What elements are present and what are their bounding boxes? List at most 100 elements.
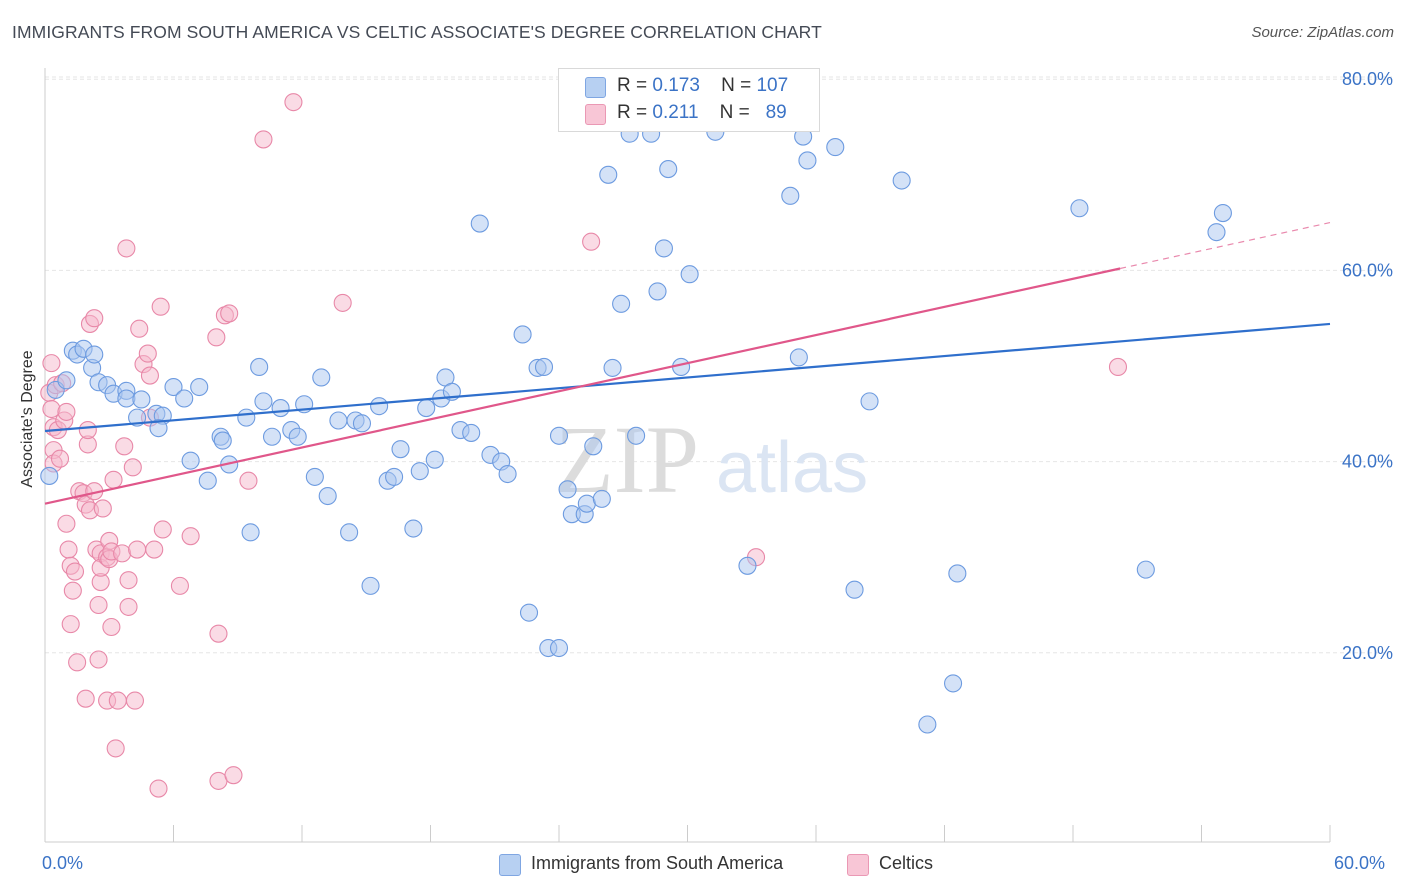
- south-america-point-88: [798, 151, 817, 170]
- celtics-point-40: [102, 617, 121, 637]
- south-america-point-17: [149, 419, 168, 438]
- south-america-point-39: [340, 523, 359, 542]
- south-america-point-77: [627, 426, 646, 445]
- watermark-atlas: atlas: [716, 428, 868, 508]
- south-america-point-27: [241, 523, 260, 542]
- y-tick-label-60: 60.0%: [1342, 260, 1393, 280]
- south-america-point-29: [254, 392, 273, 411]
- south-america-point-96: [948, 564, 967, 583]
- south-america-point-98: [1136, 560, 1155, 579]
- y-tick-label-80: 80.0%: [1342, 69, 1393, 89]
- celtics-point-72: [284, 93, 303, 112]
- south-america-point-90: [826, 138, 845, 157]
- south-america-point-24: [213, 431, 232, 450]
- south-america-point-12: [117, 389, 136, 408]
- south-america-point-59: [498, 464, 517, 484]
- y-axis-label: Associate's Degree: [19, 350, 36, 488]
- celtics-point-59: [149, 779, 168, 798]
- x-axis-min-label: 0.0%: [42, 853, 84, 873]
- celtics-point-16: [63, 581, 82, 600]
- celtics-point-42: [104, 470, 123, 489]
- celtics-point-65: [207, 328, 226, 347]
- celtics-point-46: [115, 437, 134, 456]
- south-america-point-99: [1207, 223, 1226, 242]
- south-america-point-30: [262, 427, 282, 446]
- celtics-point-30: [89, 650, 108, 669]
- south-america-point-31: [271, 399, 290, 418]
- blue-swatch: [499, 854, 521, 876]
- celtics-point-68: [220, 304, 239, 323]
- blue-swatch: [585, 77, 606, 98]
- n-value: 107: [756, 75, 789, 96]
- celtics-point-51: [125, 691, 144, 710]
- south-america-point-0: [40, 466, 59, 485]
- south-america-point-67: [558, 480, 577, 499]
- south-america-point-80: [654, 239, 673, 258]
- celtics-point-70: [239, 471, 258, 490]
- south-america-point-22: [198, 471, 217, 490]
- legend-label-celtics: Celtics: [879, 853, 934, 873]
- celtics-trend-extension: [1119, 222, 1331, 270]
- celtics-point-2: [42, 354, 61, 373]
- south-america-point-13: [128, 408, 147, 427]
- south-america-point-91: [845, 580, 864, 599]
- chart-title: IMMIGRANTS FROM SOUTH AMERICA VS CELTIC …: [12, 22, 822, 42]
- celtics-point-53: [130, 319, 149, 338]
- celtics-point-52: [128, 540, 147, 559]
- south-america-point-61: [519, 603, 539, 622]
- south-america-point-20: [190, 377, 209, 397]
- south-america-point-75: [612, 294, 631, 313]
- celtics-point-35: [93, 499, 112, 518]
- y-axis-label-box: Associate's Degree: [18, 300, 38, 540]
- celtics-point-63: [181, 527, 200, 546]
- celtics-point-58: [145, 540, 164, 559]
- south-america-point-72: [592, 489, 611, 508]
- south-america-point-81: [659, 160, 678, 179]
- south-america-point-14: [132, 390, 151, 409]
- celtics-point-62: [170, 576, 189, 595]
- r-value: 0.173: [652, 75, 700, 96]
- south-america-point-42: [361, 576, 380, 595]
- south-america-point-97: [1070, 199, 1089, 218]
- celtics-point-76: [1108, 357, 1128, 377]
- celtics-point-74: [582, 232, 601, 251]
- celtics-point-15: [61, 615, 80, 634]
- celtics-point-48: [119, 597, 138, 616]
- celtics-trend-line: [44, 267, 1121, 505]
- south-america-point-48: [410, 462, 429, 481]
- south-america-point-38: [329, 411, 348, 430]
- south-america-point-83: [680, 265, 699, 284]
- south-america-point-33: [288, 427, 307, 446]
- south-america-point-18: [164, 377, 183, 397]
- celtics-point-18: [68, 653, 87, 672]
- south-america-point-47: [404, 519, 423, 538]
- r-value: 0.211: [652, 102, 699, 123]
- celtics-point-49: [119, 571, 138, 590]
- south-america-point-71: [584, 437, 603, 456]
- south-america-point-60: [513, 325, 532, 344]
- south-america-point-66: [549, 426, 569, 445]
- celtics-point-44: [108, 691, 127, 710]
- south-america-point-92: [860, 392, 879, 411]
- celtics-point-17: [65, 562, 85, 581]
- celtics-point-60: [151, 297, 170, 316]
- celtics-point-12: [57, 514, 76, 533]
- south-america-point-74: [603, 358, 622, 377]
- pink-swatch: [585, 104, 606, 125]
- celtics-point-50: [123, 458, 142, 477]
- n-value: 89: [765, 102, 787, 123]
- watermark-zip: ZIP: [555, 406, 699, 513]
- y-tick-label-40: 40.0%: [1342, 452, 1393, 472]
- south-america-point-37: [318, 486, 337, 506]
- celtics-point-69: [224, 766, 243, 785]
- n-label: N =: [719, 102, 750, 123]
- celtics-point-22: [76, 689, 95, 708]
- celtics-point-47: [117, 239, 136, 258]
- south-america-point-46: [391, 440, 410, 459]
- south-america-point-21: [181, 451, 200, 470]
- y-tick-label-20: 20.0%: [1342, 643, 1393, 663]
- south-america-point-63: [534, 357, 554, 377]
- south-america-point-36: [312, 368, 331, 387]
- south-america-point-94: [918, 715, 937, 734]
